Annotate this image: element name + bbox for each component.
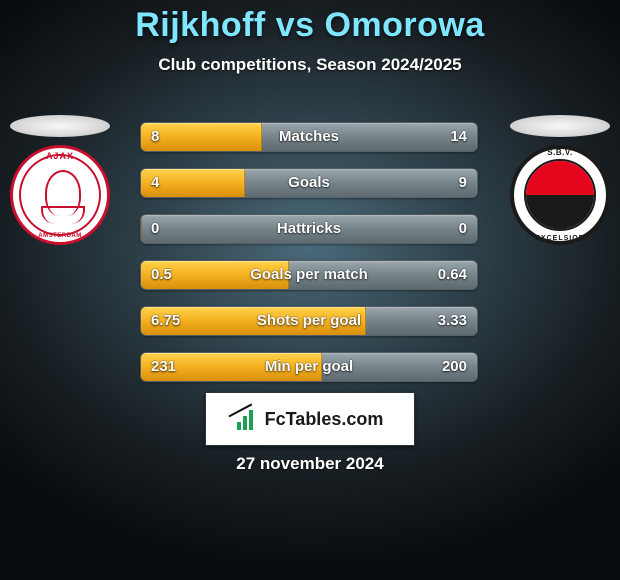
stat-right-value: 0 [459,220,467,237]
brand-text: FcTables.com [265,409,384,430]
right-club-logo: S.B.V. EXCELSIOR [510,115,610,275]
stat-right-value: 0.64 [438,266,467,283]
stat-bars-container: 8Matches14 4Goals9 0Hattricks0 0.5Goals per… [140,122,478,398]
ajax-crest-bottom-text: AMSTERDAM [13,233,107,239]
comparison-infographic: Rijkhoff vs Omorowa Club competitions, S… [0,0,620,580]
left-club-logo: AJAX AMSTERDAM [10,115,110,275]
stat-right-value: 14 [450,128,467,145]
stat-label: Goals per match [141,266,477,283]
pedestal-shape [510,115,610,137]
excelsior-crest-bottom-text: EXCELSIOR [514,235,606,242]
stat-right-value: 200 [442,358,467,375]
stat-bar: 4Goals9 [140,168,478,198]
excelsior-crest-icon: S.B.V. EXCELSIOR [510,145,610,245]
fctables-logo-icon [237,408,259,430]
pedestal-shape [10,115,110,137]
stat-bar: 0Hattricks0 [140,214,478,244]
stat-bar: 0.5Goals per match0.64 [140,260,478,290]
subtitle: Club competitions, Season 2024/2025 [0,55,620,75]
ajax-crest-icon: AJAX AMSTERDAM [10,145,110,245]
stat-bar: 231Min per goal200 [140,352,478,382]
stat-label: Min per goal [141,358,477,375]
brand-watermark: FcTables.com [205,392,415,446]
stat-label: Shots per goal [141,312,477,329]
excelsior-crest-top-text: S.B.V. [514,148,606,157]
ajax-crest-top-text: AJAX [13,151,107,161]
stat-bar: 6.75Shots per goal3.33 [140,306,478,336]
stat-right-value: 9 [459,174,467,191]
stat-label: Matches [141,128,477,145]
date-text: 27 november 2024 [0,454,620,474]
stat-label: Goals [141,174,477,191]
excelsior-black-half [526,195,594,229]
stat-label: Hattricks [141,220,477,237]
ajax-neck-shape [41,206,85,224]
stat-right-value: 3.33 [438,312,467,329]
excelsior-inner-circle [524,159,596,231]
page-title: Rijkhoff vs Omorowa [0,0,620,45]
excelsior-red-half [526,161,594,195]
stat-bar: 8Matches14 [140,122,478,152]
